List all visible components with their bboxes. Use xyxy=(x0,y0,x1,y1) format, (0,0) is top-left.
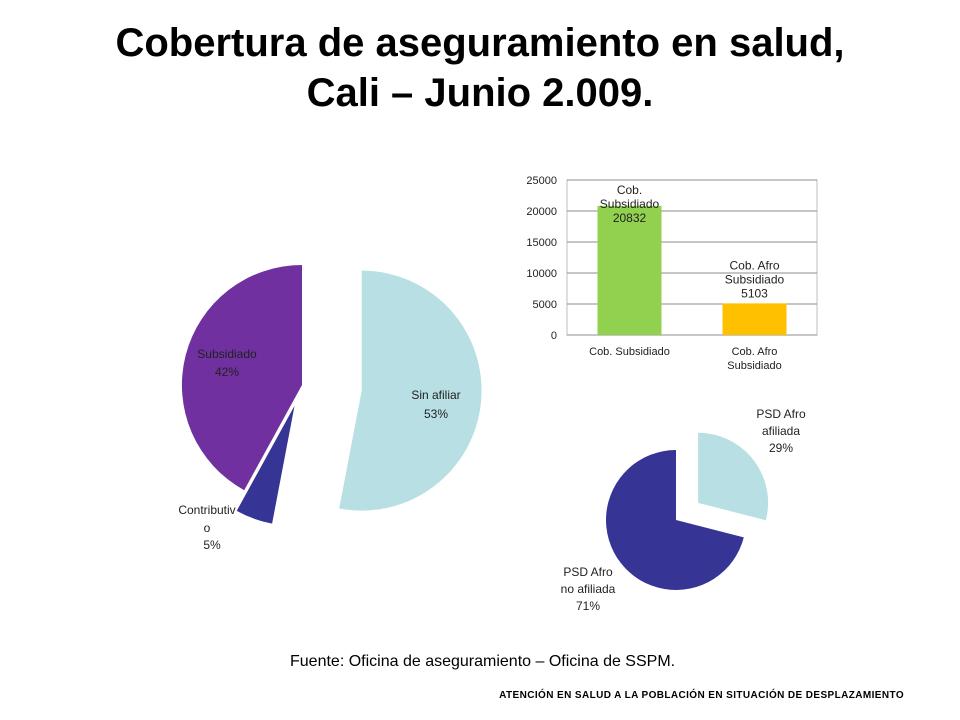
bar-x-tick-label: Cob. Subsidiado xyxy=(589,346,670,358)
bar-data-label: 5103 xyxy=(741,286,768,300)
bar-y-tick-label: 25000 xyxy=(526,175,557,187)
pie-value-contributivo: 5% xyxy=(203,538,221,552)
bar-y-tick-labels: 0 5000 10000 15000 20000 25000 xyxy=(526,175,557,342)
bar-y-tick-label: 10000 xyxy=(526,268,557,280)
slide-title: Cobertura de aseguramiento en salud, Cal… xyxy=(0,18,960,118)
bar-x-tick-label: Subsidiado xyxy=(727,360,781,372)
title-line-1: Cobertura de aseguramiento en salud, xyxy=(115,21,845,65)
bar-rects xyxy=(597,205,787,335)
pie-label-no-afiliada-2: no afiliada xyxy=(561,582,616,596)
bar-y-tick-label: 0 xyxy=(551,330,557,342)
bar-rect xyxy=(722,303,787,335)
pie-slice-sin-afiliar xyxy=(339,270,482,511)
bar-y-tick-label: 15000 xyxy=(526,237,557,249)
pie-label-subsidiado: Subsidiado xyxy=(197,347,257,361)
pie-label-sin-afiliar: Sin afiliar xyxy=(411,388,460,402)
pie-label-no-afiliada-1: PSD Afro xyxy=(563,565,613,579)
bar-data-label: Subsidiado xyxy=(725,272,785,286)
pie-slice-psd-afro-afiliada xyxy=(698,432,769,521)
bar-data-label: Cob. Afro xyxy=(729,258,779,272)
pie-slice-subsidiado xyxy=(181,264,302,491)
pie-value-subsidiado: 42% xyxy=(215,365,239,379)
footer-note: ATENCIÓN EN SALUD A LA POBLACIÓN EN SITU… xyxy=(499,690,904,701)
pie-label-contributivo-1: Contributiv xyxy=(178,503,235,517)
bar-data-label: Cob. xyxy=(617,183,642,197)
pie-label-afiliada-2: afiliada xyxy=(762,424,800,438)
source-note: Fuente: Oficina de aseguramiento – Ofici… xyxy=(290,653,676,670)
bar-y-tick-label: 5000 xyxy=(533,299,557,311)
bar-rect xyxy=(597,205,662,335)
title-line-2: Cali – Junio 2.009. xyxy=(306,71,654,115)
bar-data-label: 20832 xyxy=(613,211,647,225)
bar-data-label: Subsidiado xyxy=(600,197,660,211)
pie-value-sin-afiliar: 53% xyxy=(424,407,448,421)
pie-label-afiliada-1: PSD Afro xyxy=(756,407,806,421)
bar-x-tick-label: Cob. Afro xyxy=(732,346,778,358)
bar-x-tick-labels: Cob. Subsidiado Cob. Afro Subsidiado xyxy=(589,346,782,372)
pie-slice-psd-afro-no-afiliada xyxy=(605,450,744,591)
pie-coverage: Sin afiliar 53% Subsidiado 42% Contribut… xyxy=(178,264,482,552)
pie-label-contributivo-2: o xyxy=(204,521,211,535)
pie-psd-afro: PSD Afro afiliada 29% PSD Afro no afilia… xyxy=(561,407,806,613)
pie-value-afiliada: 29% xyxy=(769,441,793,455)
bar-y-tick-label: 20000 xyxy=(526,206,557,218)
pie-value-no-afiliada: 71% xyxy=(576,599,600,613)
pie-slice-contributivo xyxy=(236,405,295,524)
